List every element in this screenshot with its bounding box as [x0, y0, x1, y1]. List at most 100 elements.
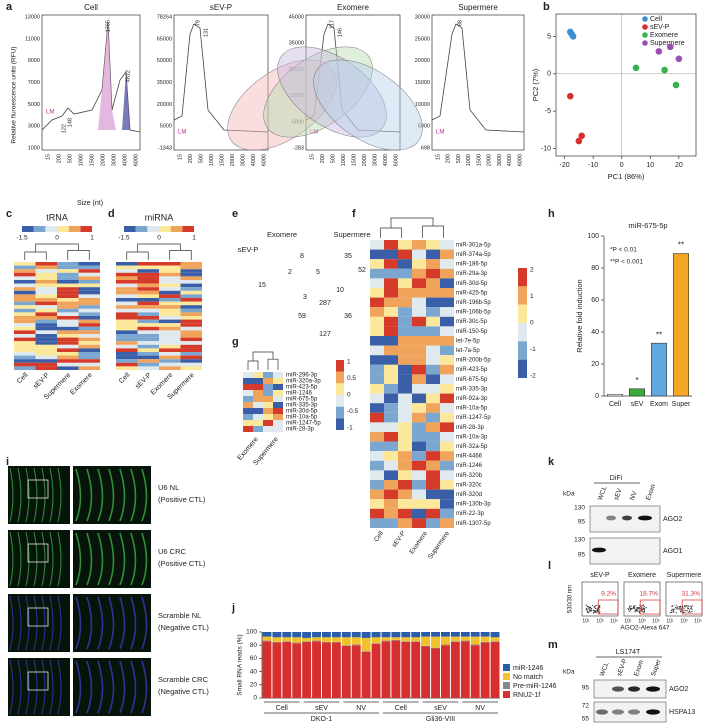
flow-event-image	[633, 607, 635, 609]
bar-segment	[460, 632, 470, 637]
point	[566, 92, 574, 100]
flow-event-image	[630, 608, 632, 610]
heatmap-cell-image	[426, 374, 440, 384]
row-label: miR-320b	[456, 473, 483, 479]
marker-label: 95	[578, 519, 586, 526]
heatmap-cell-image	[116, 276, 138, 280]
row-label: miR-335-3p	[286, 403, 318, 409]
bar	[606, 394, 623, 397]
flow-event-image	[592, 604, 594, 607]
x-tick-label: 4000	[251, 154, 257, 166]
row-label: miR-301a-5p	[456, 242, 491, 248]
heatmap-cell-image	[426, 307, 440, 317]
micrograph-texture	[17, 595, 22, 651]
band	[596, 709, 608, 715]
point	[578, 132, 586, 140]
heatmap-cell-image	[426, 316, 440, 327]
heatmap-cell-image	[159, 355, 181, 360]
flow-event-image	[636, 610, 638, 612]
heatmap-cell-image	[14, 341, 36, 345]
micrograph-texture	[25, 595, 30, 651]
flow-event-image	[687, 611, 689, 613]
row-label: miR-186-5p	[456, 262, 488, 268]
heatmap-cell-image	[412, 412, 426, 423]
micrograph-texture	[75, 532, 82, 586]
x-tick-label: -20	[560, 162, 570, 169]
micrograph-texture	[108, 468, 115, 522]
heatmap-cell-image	[398, 326, 412, 336]
heatmap-cell-image	[35, 326, 57, 331]
legend-label: RNU2-1f	[513, 692, 540, 699]
column-label: Exomere	[408, 530, 429, 556]
flow-event-image	[595, 611, 597, 613]
heatmap-cell-image	[412, 508, 426, 519]
heatmap-cell-image	[35, 337, 57, 342]
heatmap-cell-image	[398, 460, 412, 471]
heatmap-cell-image	[398, 307, 412, 317]
heatmap-cell-image	[370, 489, 384, 500]
flow-event-image	[686, 610, 688, 612]
flow-event-image	[676, 608, 678, 610]
heatmap-cell-image	[384, 384, 398, 394]
note: **P < 0.001	[610, 259, 643, 266]
heatmap-cell-image	[137, 366, 159, 370]
heatmap-cell-image	[370, 307, 384, 317]
y-tick-label: 80	[250, 642, 258, 649]
group-label: sEV	[315, 705, 328, 712]
heatmap-cell-image	[78, 319, 100, 324]
legend-label: sEV-P	[650, 24, 670, 31]
heatmap-cell-image	[273, 408, 283, 414]
micrograph-texture	[141, 660, 148, 714]
heatmap-cell-image	[116, 265, 138, 270]
y-axis-label: Small RNA reads (%)	[237, 634, 244, 695]
lane-label: Super	[650, 658, 663, 677]
x-tick-label: 15	[45, 154, 51, 160]
heatmap-cell-image	[14, 319, 36, 324]
point	[569, 33, 577, 40]
point	[672, 81, 680, 89]
venn-set	[277, 46, 387, 138]
heatmap-cell-image	[412, 249, 426, 260]
heatmap-cell-image	[35, 323, 57, 327]
heatmap-cell-image	[412, 259, 426, 269]
dendrogram	[247, 351, 279, 370]
heatmap-cell-image	[35, 280, 57, 284]
heatmap-cell-image	[426, 393, 440, 404]
flow-event-image	[593, 610, 595, 612]
flow-event-image	[673, 611, 675, 613]
plot-frame	[305, 14, 401, 151]
note: *P < 0.01	[610, 247, 637, 254]
bar-segment	[441, 644, 450, 646]
bar-segment	[292, 643, 302, 698]
heatmap-cell-image	[440, 288, 454, 298]
heatmap-cell-image	[14, 287, 36, 291]
heatmap-cell-image	[243, 378, 253, 384]
micrograph-texture	[141, 532, 148, 586]
micrograph-texture	[41, 659, 46, 715]
lane-label: NV	[629, 490, 639, 502]
heatmap-cell-image	[180, 294, 202, 298]
bar-segment	[351, 637, 361, 645]
heatmap-cell-image	[180, 352, 202, 356]
heatmap-cell-image	[180, 326, 202, 331]
panel-letter: a	[6, 1, 13, 13]
heatmap-cell-image	[180, 272, 202, 277]
column-label: Cell	[16, 371, 30, 385]
heatmap-cell-image	[370, 326, 384, 336]
heatmap-cell-image	[137, 298, 159, 302]
heatmap-cell-image	[57, 348, 79, 352]
heatmap-cell-image	[137, 287, 159, 291]
heatmap-cell-image	[398, 268, 412, 279]
x-tick-label: 15	[435, 154, 441, 160]
heatmap-cell-image	[384, 278, 398, 288]
flow-event-image	[675, 607, 677, 609]
point	[655, 48, 663, 55]
plot-title: Exomere	[337, 3, 370, 12]
heatmap-cell-image	[412, 489, 426, 500]
row-label: miR-32a-5p	[456, 444, 488, 450]
heatmap-cell-image	[57, 362, 79, 367]
heatmap-cell-image	[263, 390, 273, 396]
bar-segment	[292, 637, 302, 643]
heatmap-cell-image	[412, 499, 426, 509]
heatmap-cell-image	[398, 278, 412, 288]
